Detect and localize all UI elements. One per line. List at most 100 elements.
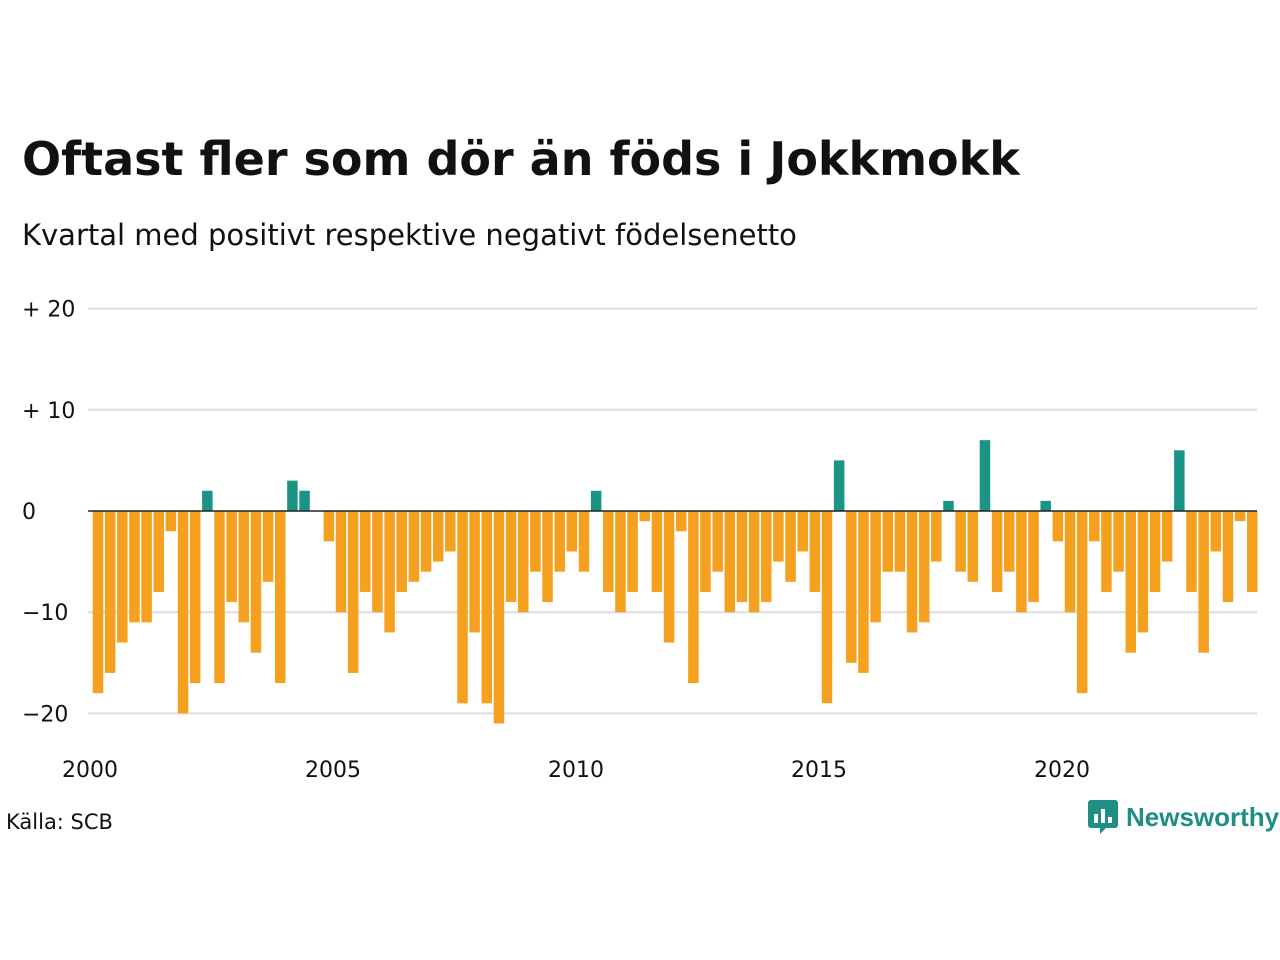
bar	[882, 511, 893, 572]
bar	[967, 511, 979, 582]
bar	[603, 511, 614, 592]
bar	[615, 511, 626, 613]
bar	[1161, 511, 1173, 562]
bar	[627, 511, 638, 592]
bars	[92, 440, 1258, 724]
source-note: Källa: SCB	[6, 810, 113, 834]
bar	[1174, 450, 1185, 511]
bar	[287, 480, 298, 511]
bar	[712, 511, 723, 572]
bar	[250, 511, 262, 653]
bar	[761, 511, 772, 603]
bar	[323, 511, 335, 542]
bar	[639, 511, 650, 522]
bar	[518, 511, 529, 613]
bar	[335, 511, 347, 613]
bar	[129, 511, 140, 623]
bar	[906, 511, 918, 633]
bar	[833, 460, 845, 511]
y-axis-ticks: + 20 + 10 0 −10 −20	[22, 298, 75, 728]
bar	[894, 511, 906, 572]
bar	[153, 511, 164, 592]
bar	[675, 511, 687, 532]
bar	[1028, 511, 1039, 603]
bar	[189, 511, 201, 684]
x-tick-label: 2010	[548, 758, 604, 783]
bar	[165, 511, 177, 532]
brand-logo: Newsworthy	[1088, 800, 1279, 834]
bar	[432, 511, 444, 562]
bar	[481, 511, 493, 704]
bar	[141, 511, 152, 623]
bar	[955, 511, 966, 572]
bar	[238, 511, 250, 623]
x-tick-label: 2015	[791, 758, 847, 783]
bar	[688, 511, 699, 684]
bar	[846, 511, 857, 663]
bar	[214, 511, 225, 684]
bar	[384, 511, 395, 633]
bar	[1016, 511, 1027, 613]
bar	[663, 511, 675, 643]
bar	[1222, 511, 1234, 603]
bar	[979, 440, 991, 511]
bar	[177, 511, 189, 714]
bar	[1004, 511, 1015, 572]
bar	[505, 511, 517, 603]
y-tick-label: −20	[22, 702, 68, 727]
brand-name: Newsworthy	[1126, 801, 1280, 832]
y-tick-label: + 10	[22, 399, 75, 424]
bar	[262, 511, 274, 582]
x-tick-label: 2005	[305, 758, 361, 783]
bar	[1247, 511, 1258, 592]
bar	[275, 511, 286, 684]
bar	[408, 511, 420, 582]
bar	[457, 511, 468, 704]
y-tick-label: −10	[22, 601, 68, 626]
bar	[724, 511, 736, 613]
bar	[1210, 511, 1222, 552]
bar	[92, 511, 104, 694]
bar	[1113, 511, 1124, 572]
bar	[736, 511, 748, 603]
bar	[530, 511, 541, 572]
bar	[1089, 511, 1100, 542]
bar	[542, 511, 553, 603]
bar	[372, 511, 383, 613]
bar	[117, 511, 128, 643]
bar	[991, 511, 1003, 592]
bar	[748, 511, 760, 613]
bar	[469, 511, 480, 633]
bar	[420, 511, 432, 572]
y-tick-label: + 20	[22, 298, 75, 323]
bar	[1234, 511, 1246, 522]
bar	[1186, 511, 1197, 592]
bar	[1040, 500, 1051, 511]
bar	[360, 511, 371, 592]
bar	[566, 511, 578, 552]
bar	[445, 511, 456, 552]
bar	[226, 511, 237, 603]
bar	[202, 490, 213, 511]
bar-chart: + 20 + 10 0 −10 −20 2000 2005 2010 2015 2020	[22, 298, 1258, 783]
y-tick-label: 0	[22, 500, 36, 525]
bar	[299, 490, 310, 511]
bar	[554, 511, 565, 572]
bar	[918, 511, 930, 623]
bar	[493, 511, 505, 724]
x-tick-label: 2020	[1034, 758, 1090, 783]
bar	[396, 511, 407, 592]
bar	[797, 511, 808, 552]
newsworthy-logo-icon	[1088, 800, 1118, 834]
bar	[651, 511, 663, 592]
bar	[943, 500, 954, 511]
bar	[104, 511, 116, 673]
bar	[1052, 511, 1064, 542]
bar	[347, 511, 359, 673]
bar	[1125, 511, 1136, 653]
bar	[1198, 511, 1209, 653]
bar	[870, 511, 881, 623]
bar	[590, 490, 602, 511]
chart-subtitle: Kvartal med positivt respektive negativt…	[22, 218, 797, 252]
bar	[578, 511, 590, 572]
